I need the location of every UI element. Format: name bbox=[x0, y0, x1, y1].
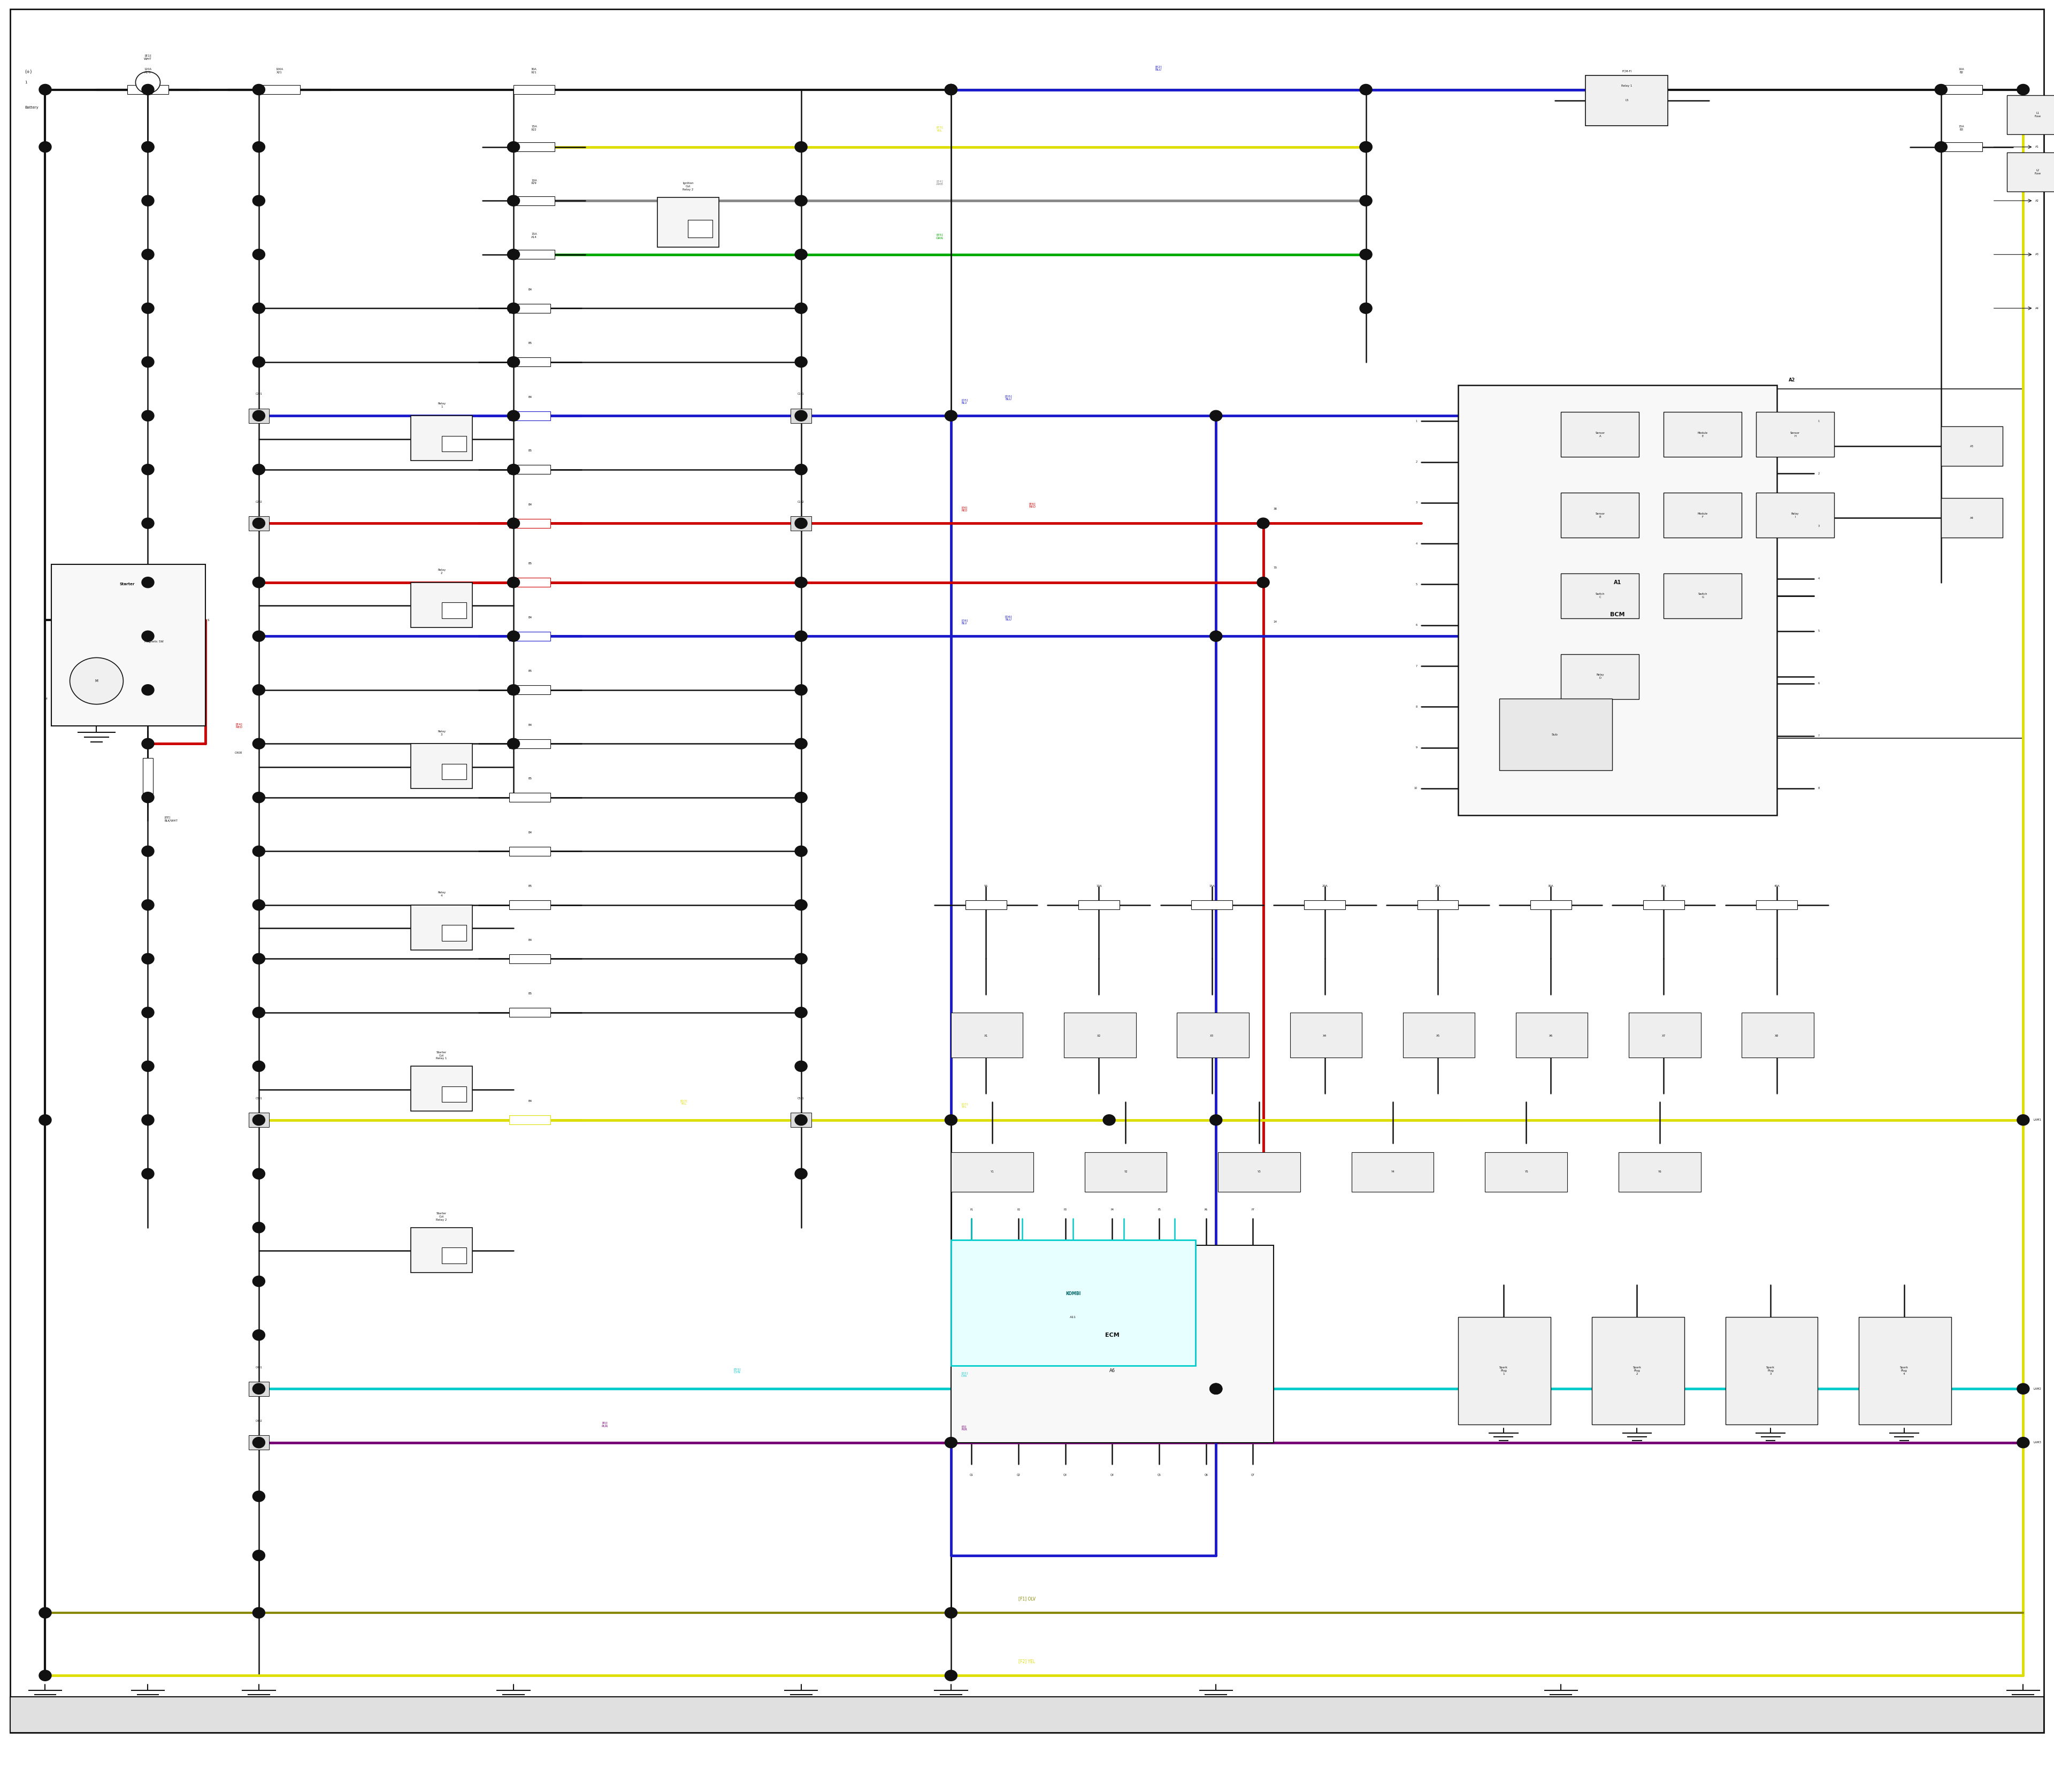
Circle shape bbox=[253, 1550, 265, 1561]
Bar bbox=[951, 1245, 1273, 1443]
Text: A2: A2 bbox=[2036, 199, 2040, 202]
Text: 10: 10 bbox=[1413, 787, 1417, 790]
Bar bbox=[514, 84, 555, 93]
Text: A6: A6 bbox=[1109, 1369, 1115, 1373]
Circle shape bbox=[795, 577, 807, 588]
Text: [E6]
RED: [E6] RED bbox=[961, 505, 967, 513]
Bar bbox=[442, 1247, 466, 1263]
Text: [F1] OLV: [F1] OLV bbox=[1019, 1597, 1035, 1600]
Text: [E1]
WHT: [E1] WHT bbox=[144, 54, 152, 61]
Text: 2016 BMW 335i GT xDrive  —  Starting System / Power Distribution Wiring Diagram: 2016 BMW 335i GT xDrive — Starting Syste… bbox=[879, 1711, 1175, 1719]
Text: Q3: Q3 bbox=[1064, 1473, 1068, 1477]
Text: 100A
X21: 100A X21 bbox=[275, 68, 283, 73]
Text: [D5]
BLU: [D5] BLU bbox=[1004, 394, 1013, 401]
Text: B4: B4 bbox=[528, 831, 532, 833]
Circle shape bbox=[1935, 142, 1947, 152]
Bar bbox=[411, 1066, 472, 1111]
Circle shape bbox=[142, 685, 154, 695]
Circle shape bbox=[142, 142, 154, 152]
Text: L2
Fuse: L2 Fuse bbox=[2033, 168, 2042, 176]
Circle shape bbox=[253, 1168, 265, 1179]
Bar bbox=[1403, 1012, 1475, 1057]
Bar bbox=[1485, 1152, 1567, 1192]
Bar bbox=[509, 357, 550, 366]
Bar bbox=[1458, 1317, 1551, 1425]
Text: [E6]
RED: [E6] RED bbox=[1029, 502, 1035, 509]
Bar bbox=[509, 685, 550, 694]
Circle shape bbox=[142, 953, 154, 964]
Bar bbox=[1191, 900, 1232, 910]
Text: B5: B5 bbox=[528, 670, 532, 672]
Text: 1: 1 bbox=[25, 81, 27, 84]
Circle shape bbox=[1360, 249, 1372, 260]
Bar bbox=[249, 409, 269, 423]
Bar bbox=[657, 197, 719, 247]
Text: [D6]
BLU: [D6] BLU bbox=[961, 618, 967, 625]
Bar bbox=[411, 582, 472, 627]
Text: Q2: Q2 bbox=[1017, 1473, 1021, 1477]
Text: Sensor
B: Sensor B bbox=[1596, 513, 1604, 518]
Text: X2: X2 bbox=[1097, 1034, 1101, 1038]
Circle shape bbox=[142, 1168, 154, 1179]
Text: Relay
I: Relay I bbox=[1791, 513, 1799, 518]
Bar bbox=[509, 738, 550, 749]
Circle shape bbox=[507, 357, 520, 367]
Bar bbox=[509, 953, 550, 964]
Bar bbox=[1592, 1317, 1684, 1425]
Text: A1: A1 bbox=[2036, 145, 2040, 149]
Text: ECM: ECM bbox=[1105, 1333, 1119, 1337]
Circle shape bbox=[507, 577, 520, 588]
Bar bbox=[411, 416, 472, 461]
Bar bbox=[509, 846, 550, 855]
Circle shape bbox=[795, 738, 807, 749]
Text: A3: A3 bbox=[1970, 444, 1974, 448]
Text: Relay
4: Relay 4 bbox=[438, 891, 446, 898]
Text: Spark
Plug
1: Spark Plug 1 bbox=[1499, 1367, 1508, 1374]
Text: B4: B4 bbox=[528, 616, 532, 618]
Text: 70: 70 bbox=[1273, 566, 1278, 570]
Bar bbox=[1941, 498, 2003, 538]
Text: [D1]
CYN: [D1] CYN bbox=[733, 1367, 741, 1374]
Text: FCM-FI: FCM-FI bbox=[1623, 70, 1631, 73]
Text: B4: B4 bbox=[528, 289, 532, 290]
Circle shape bbox=[795, 846, 807, 857]
Bar bbox=[791, 516, 811, 530]
Circle shape bbox=[507, 249, 520, 260]
Text: C201: C201 bbox=[255, 392, 263, 396]
Circle shape bbox=[945, 1607, 957, 1618]
Circle shape bbox=[507, 195, 520, 206]
Bar bbox=[1561, 573, 1639, 618]
Circle shape bbox=[142, 738, 154, 749]
Text: Y6: Y6 bbox=[1658, 1170, 1662, 1174]
Circle shape bbox=[795, 249, 807, 260]
Circle shape bbox=[1360, 142, 1372, 152]
Text: A4: A4 bbox=[1970, 516, 1974, 520]
Bar bbox=[1561, 654, 1639, 699]
Bar bbox=[1664, 412, 1742, 457]
Bar bbox=[509, 1007, 550, 1018]
Circle shape bbox=[253, 738, 265, 749]
Bar bbox=[965, 900, 1006, 910]
Circle shape bbox=[253, 1276, 265, 1287]
Circle shape bbox=[253, 685, 265, 695]
Circle shape bbox=[253, 1607, 265, 1618]
Circle shape bbox=[945, 1115, 957, 1125]
Text: [F2] YEL: [F2] YEL bbox=[1019, 1659, 1035, 1663]
Bar bbox=[951, 1152, 1033, 1192]
Bar bbox=[1551, 389, 2023, 738]
Circle shape bbox=[253, 357, 265, 367]
Text: LAM3: LAM3 bbox=[2033, 1441, 2042, 1444]
Circle shape bbox=[253, 303, 265, 314]
Circle shape bbox=[507, 464, 520, 475]
Bar bbox=[442, 1086, 466, 1102]
Text: Starter: Starter bbox=[119, 582, 136, 586]
Bar bbox=[411, 1228, 472, 1272]
Text: Sub: Sub bbox=[1551, 733, 1559, 737]
Circle shape bbox=[1257, 577, 1269, 588]
Bar bbox=[2007, 152, 2054, 192]
Text: Module
F: Module F bbox=[1699, 513, 1707, 518]
Text: 15A
X22: 15A X22 bbox=[532, 125, 536, 131]
Circle shape bbox=[142, 631, 154, 642]
Text: 15A
B3: 15A B3 bbox=[1960, 125, 1964, 131]
Circle shape bbox=[945, 84, 957, 95]
